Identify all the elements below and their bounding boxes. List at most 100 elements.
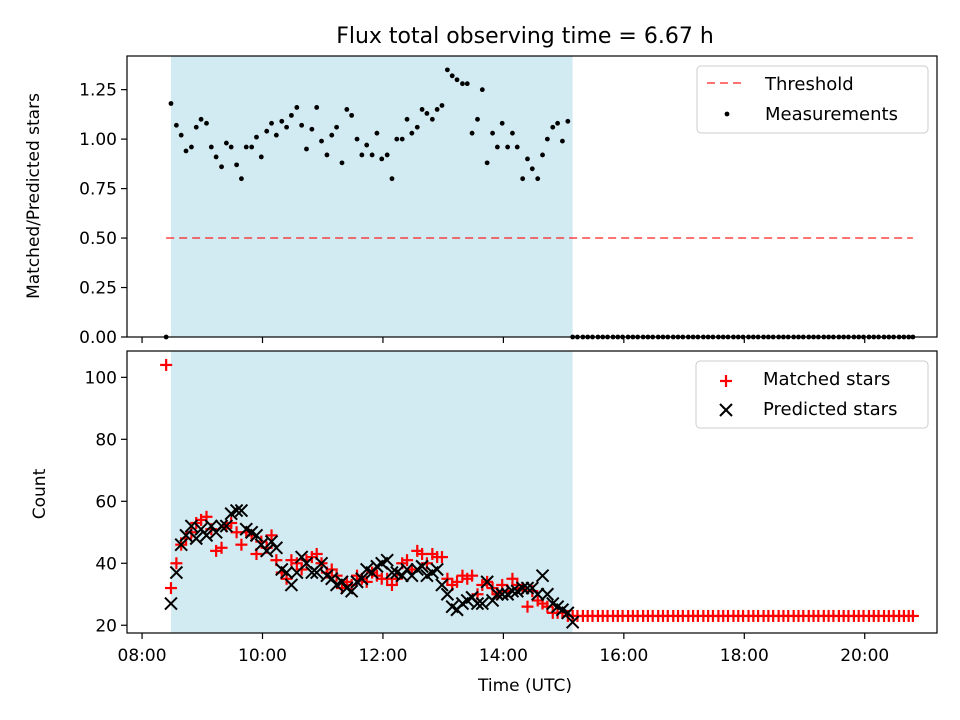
predicted-star-point	[344, 584, 359, 598]
measurement-point	[239, 176, 244, 182]
measurement-point	[208, 144, 214, 150]
measurement-point	[364, 142, 370, 148]
matched-star-point	[170, 557, 183, 570]
ratio-y-tick-label: 1.00	[79, 130, 117, 150]
measurement-point	[424, 110, 430, 116]
measurement-point	[384, 152, 390, 158]
matched-star-point	[401, 554, 414, 567]
legend-threshold-label: Threshold	[764, 74, 854, 95]
measurement-point	[189, 144, 194, 150]
predicted-star-point	[385, 565, 399, 580]
measurement-point	[550, 124, 556, 130]
matched-star-point	[164, 582, 177, 595]
measurement-point	[490, 130, 495, 136]
predicted-star-point	[565, 615, 580, 629]
x-tick-label: 14:00	[479, 646, 528, 666]
predicted-star-point	[174, 537, 188, 552]
measurement-point	[565, 118, 571, 124]
measurement-point	[369, 152, 375, 158]
legend-matched-label: Matched stars	[763, 369, 890, 390]
x-tick-label: 12:00	[358, 646, 407, 666]
matched-star-point	[265, 529, 278, 542]
predicted-star-point	[470, 596, 485, 611]
predicted-star-point	[505, 584, 520, 598]
matched-star-point	[541, 600, 554, 613]
predicted-star-point	[415, 559, 429, 574]
predicted-star-point	[260, 544, 274, 558]
measurement-point	[394, 136, 400, 142]
measurement-point	[219, 164, 224, 170]
measurement-point	[178, 132, 184, 138]
measurement-point	[484, 160, 490, 166]
matched-star-point	[466, 569, 479, 582]
counts-y-tick-label: 20	[95, 616, 117, 636]
measurement-point	[228, 144, 234, 150]
measurement-point	[540, 152, 545, 158]
measurement-point	[494, 144, 500, 150]
x-tick-label: 08:00	[118, 646, 167, 666]
measurement-point	[289, 112, 294, 118]
predicted-star-point	[540, 587, 555, 601]
measurement-point	[354, 136, 360, 142]
measurement-point	[243, 144, 249, 150]
measurement-point	[334, 124, 339, 130]
matched-star-point	[416, 547, 429, 560]
predicted-star-point	[440, 587, 455, 601]
measurement-point	[269, 120, 274, 126]
measurement-point	[273, 132, 279, 138]
chart-title: Flux total observing time = 6.67 h	[336, 24, 714, 49]
counts-y-tick-label: 80	[95, 430, 117, 450]
predicted-star-point	[199, 528, 214, 543]
predicted-star-point	[355, 572, 369, 586]
ratio-y-tick-label: 0.50	[79, 229, 117, 249]
measurement-point	[258, 154, 264, 160]
measurement-point	[469, 130, 475, 136]
predicted-star-point	[435, 578, 449, 592]
predicted-star-point	[535, 568, 550, 583]
measurement-point	[439, 103, 445, 108]
measurement-point	[279, 118, 285, 124]
measurement-point	[294, 105, 300, 110]
measurement-point	[284, 124, 289, 130]
x-tick-label: 18:00	[720, 646, 769, 666]
measurement-point	[479, 87, 485, 93]
measurement-point	[304, 146, 309, 152]
predicted-star-point	[490, 587, 505, 601]
legend-predicted-label: Predicted stars	[763, 399, 897, 420]
measurement-point	[544, 136, 550, 142]
ratio-panel: 0.00 0.25 0.50 0.75 1.00 1.25 Matched/Predict…	[24, 55, 938, 348]
measurement-point	[404, 116, 410, 122]
predicted-star-point	[229, 503, 244, 518]
measurement-point	[374, 130, 380, 136]
measurement-point	[460, 81, 465, 87]
measurement-point	[535, 176, 541, 182]
measurement-point	[213, 154, 219, 160]
predicted-star-point	[169, 565, 184, 580]
legend-predicted-swatch	[719, 403, 733, 417]
measurement-point	[173, 122, 179, 128]
ratio-y-tick-label: 0.75	[79, 180, 117, 200]
predicted-star-point	[561, 606, 575, 620]
counts-axes-frame	[126, 350, 938, 634]
measurement-point	[254, 134, 259, 140]
predicted-star-point	[284, 578, 299, 592]
measurement-point	[555, 120, 560, 126]
legend-matched-swatch	[720, 375, 732, 387]
measurement-point	[475, 116, 480, 122]
matched-star-point	[906, 609, 919, 622]
predicted-star-point	[515, 581, 530, 595]
measurement-point	[389, 176, 395, 182]
x-axis-label: Time (UTC)	[477, 676, 572, 696]
predicted-star-point	[269, 541, 284, 555]
counts-panel: 20 40 60 80 100 08:00 10:00 12:00 14:00 16:00 18:…	[30, 350, 938, 696]
measurement-point	[359, 152, 365, 158]
matched-star-point	[435, 551, 448, 564]
measurement-point	[223, 140, 229, 146]
measurement-point	[505, 144, 511, 150]
ratio-y-axis-label: Matched/Predicted stars	[24, 93, 44, 299]
predicted-star-point	[279, 565, 294, 580]
measurement-point	[198, 116, 204, 122]
measurement-point	[339, 160, 345, 166]
x-tick-label: 10:00	[238, 646, 287, 666]
counts-y-tick-label: 60	[95, 492, 117, 512]
